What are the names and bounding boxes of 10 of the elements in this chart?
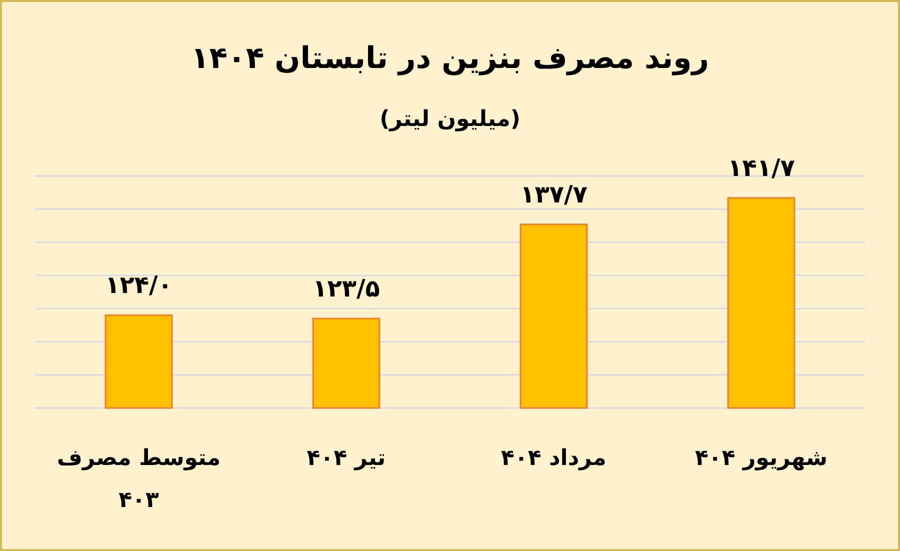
data-label: ۱۲۴/۰	[105, 271, 172, 300]
x-tick-label: شهریور ۴۰۴	[694, 446, 828, 471]
data-label: ۱۳۷/۷	[520, 180, 588, 208]
x-tick-label: تیر ۴۰۴	[306, 446, 386, 471]
chart-title: روند مصرف بنزین در تابستان ۱۴۰۴	[190, 41, 710, 76]
chart-subtitle: (میلیون لیتر)	[380, 107, 520, 132]
data-label: ۱۴۱/۷	[728, 154, 796, 182]
x-tick-label: مرداد ۴۰۴	[501, 446, 606, 471]
x-tick-label: متوسط مصرف ۴۰۳	[56, 446, 221, 513]
data-label: ۱۲۳/۵	[312, 274, 380, 303]
